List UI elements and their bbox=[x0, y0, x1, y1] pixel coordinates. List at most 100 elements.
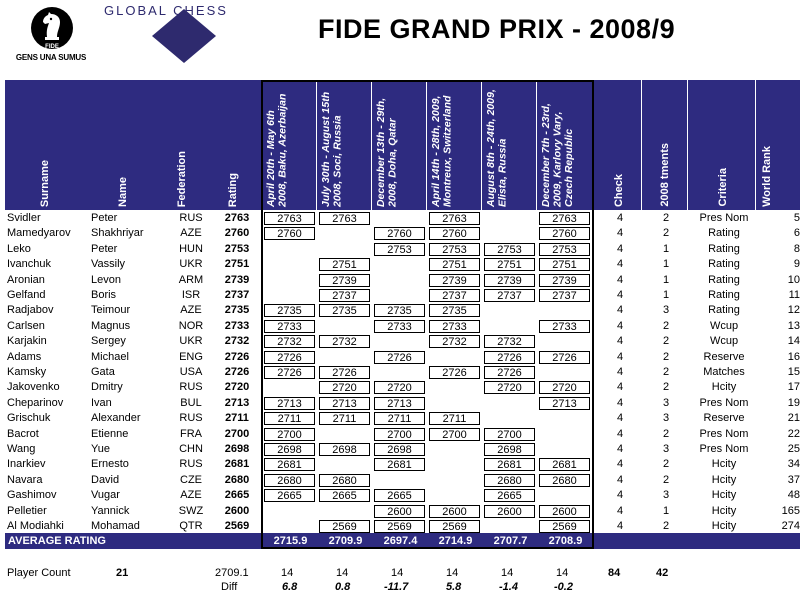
player-criteria: Wcup bbox=[709, 319, 739, 332]
event-rating: 2760 bbox=[539, 227, 590, 241]
event-rating: 2720 bbox=[484, 381, 535, 395]
player-name: Teimour bbox=[91, 304, 131, 317]
table-row: Leko Peter HUN 2753 2753 2753 2753 2753 4 1 Rating… bbox=[5, 242, 800, 258]
player-check: 4 bbox=[616, 458, 624, 471]
player-federation: AZE bbox=[180, 489, 202, 502]
player-rating: 2700 bbox=[224, 427, 250, 440]
player-surname: Cheparinov bbox=[7, 396, 64, 409]
player-surname: Adams bbox=[7, 350, 42, 363]
player-surname: Navara bbox=[7, 473, 43, 486]
player-name: Etienne bbox=[91, 427, 129, 440]
header-tournaments: 2008 tments bbox=[659, 143, 671, 207]
diff-event-4: 5.8 bbox=[446, 581, 462, 593]
event-rating: 2681 bbox=[539, 458, 590, 472]
event-rating: 2737 bbox=[429, 289, 480, 302]
player-federation: CHN bbox=[179, 443, 203, 455]
event-rating: 2733 bbox=[374, 319, 425, 333]
player-criteria: Hcity bbox=[711, 489, 737, 502]
event-rating: 2733 bbox=[264, 319, 315, 333]
overall-average: 2709.1 bbox=[215, 567, 249, 579]
count-event-4: 14 bbox=[446, 567, 459, 579]
player-tournaments: 1 bbox=[662, 258, 670, 271]
event-rating: 2735 bbox=[264, 304, 315, 318]
event-rating: 2569 bbox=[374, 520, 425, 533]
player-count: 21 bbox=[116, 567, 129, 579]
event-rating: 2600 bbox=[429, 504, 480, 518]
fide-logo: FIDE GENS UNA SUMUS bbox=[10, 2, 92, 64]
player-check: 4 bbox=[616, 520, 624, 532]
player-rating: 2698 bbox=[224, 443, 250, 455]
player-surname: Ivanchuk bbox=[7, 258, 52, 271]
event-rating: 2680 bbox=[319, 473, 370, 487]
player-criteria: Hcity bbox=[711, 458, 737, 471]
event-rating: 2739 bbox=[429, 273, 480, 287]
event-rating: 2739 bbox=[319, 273, 370, 287]
event-rating: 2726 bbox=[484, 350, 535, 364]
player-federation: RUS bbox=[179, 412, 203, 425]
player-check: 4 bbox=[616, 350, 624, 363]
player-federation: UKR bbox=[179, 258, 203, 271]
player-check: 4 bbox=[616, 289, 624, 301]
player-world-rank: 11 bbox=[788, 289, 800, 301]
player-federation: AZE bbox=[180, 304, 202, 317]
player-tournaments: 3 bbox=[662, 396, 670, 409]
globalchess-logo: GLOBAL CHESS bbox=[104, 0, 264, 63]
player-federation: SWZ bbox=[178, 504, 204, 517]
player-surname: Grischuk bbox=[7, 412, 51, 425]
diff-event-1: 6.8 bbox=[282, 581, 298, 593]
event-rating: 2726 bbox=[374, 350, 425, 364]
player-criteria: Rating bbox=[708, 273, 740, 286]
player-world-rank: 165 bbox=[781, 504, 800, 517]
event-rating: 2732 bbox=[319, 335, 370, 349]
player-name: Boris bbox=[91, 289, 117, 301]
header-event-6: December 7th - 23rd, 2009, Karlovy Vary,… bbox=[540, 103, 575, 207]
event-rating: 2713 bbox=[319, 396, 370, 410]
event-rating: 2698 bbox=[264, 443, 315, 456]
player-rating: 2732 bbox=[224, 335, 250, 348]
header-event-4: April 14th - 28th, 2009, Montreux, Switz… bbox=[430, 95, 454, 207]
player-name: Magnus bbox=[91, 319, 131, 332]
event-rating: 2680 bbox=[264, 473, 315, 487]
player-world-rank: 9 bbox=[793, 258, 800, 271]
event-rating: 2753 bbox=[484, 242, 535, 256]
player-tournaments: 3 bbox=[662, 443, 670, 455]
event-rating: 2726 bbox=[484, 366, 535, 379]
player-check: 4 bbox=[616, 427, 624, 440]
event-rating: 2733 bbox=[429, 319, 480, 333]
svg-text:FIDE: FIDE bbox=[45, 44, 59, 50]
diff-event-5: -1.4 bbox=[499, 581, 518, 593]
player-check: 4 bbox=[616, 443, 624, 455]
event-rating: 2735 bbox=[319, 304, 370, 318]
table-row: Carlsen Magnus NOR 2733 2733 2733 2733 2733 4 2 Wc… bbox=[5, 319, 800, 335]
player-world-rank: 19 bbox=[787, 396, 800, 409]
player-check: 4 bbox=[616, 504, 624, 517]
player-criteria: Matches bbox=[703, 366, 745, 378]
player-world-rank: 15 bbox=[787, 366, 800, 378]
player-world-rank: 21 bbox=[787, 412, 800, 425]
event-rating: 2726 bbox=[319, 366, 370, 379]
player-surname: Inarkiev bbox=[7, 458, 46, 471]
player-name: Ivan bbox=[91, 396, 112, 409]
player-surname: Carlsen bbox=[7, 319, 45, 332]
player-rating: 2760 bbox=[224, 227, 250, 240]
page-title: FIDE GRAND PRIX - 2008/9 bbox=[318, 14, 676, 44]
player-rating: 2733 bbox=[224, 319, 250, 332]
player-tournaments: 1 bbox=[662, 273, 670, 286]
event-rating: 2569 bbox=[319, 520, 370, 533]
header-surname: Surname bbox=[39, 159, 51, 207]
event-rating: 2732 bbox=[264, 335, 315, 349]
event-rating: 2735 bbox=[429, 304, 480, 318]
player-rating: 2713 bbox=[224, 396, 250, 409]
event-rating: 2751 bbox=[484, 258, 535, 272]
player-rating: 2753 bbox=[224, 242, 250, 255]
event-rating: 2700 bbox=[429, 427, 480, 441]
player-name: Yannick bbox=[91, 504, 130, 517]
event-rating: 2735 bbox=[374, 304, 425, 318]
event-rating: 2751 bbox=[429, 258, 480, 272]
player-tournaments: 2 bbox=[662, 458, 670, 471]
grand-prix-table: Surname Name Federation Rating April 20t… bbox=[5, 80, 800, 552]
player-world-rank: 22 bbox=[787, 427, 800, 440]
table-row: Kamsky Gata USA 2726 2726 2726 2726 2726 4 2 Match… bbox=[5, 365, 800, 381]
player-rating: 2739 bbox=[224, 273, 250, 286]
event-rating: 2711 bbox=[429, 412, 480, 426]
